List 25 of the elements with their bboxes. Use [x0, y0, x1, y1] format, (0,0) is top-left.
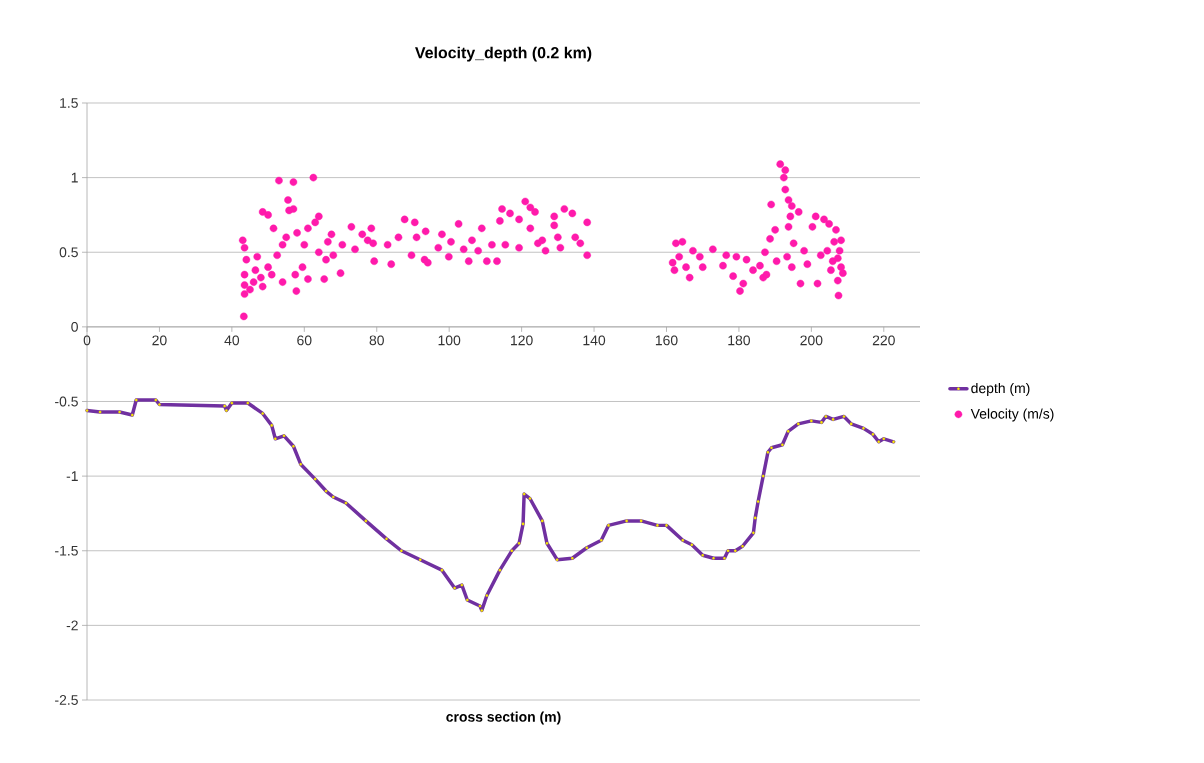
legend-label: depth (m) — [971, 382, 1030, 396]
y-tick-label: -1 — [66, 471, 78, 481]
x-tick-label: 200 — [800, 335, 823, 346]
y-tick-label: -2 — [66, 620, 78, 631]
y-tick-label: -0.5 — [55, 396, 78, 407]
x-tick-label: 0 — [83, 335, 91, 346]
y-tick-label: 0.5 — [59, 247, 78, 258]
x-axis-title: cross section (m) — [446, 711, 561, 725]
y-tick-label: 1 — [71, 172, 78, 183]
x-tick-label: 120 — [511, 335, 533, 346]
x-tick-label: 160 — [655, 335, 678, 346]
legend-label: Velocity (m/s) — [970, 408, 1054, 422]
x-tick-label: 60 — [297, 335, 312, 346]
x-tick-label: 180 — [728, 335, 751, 346]
x-tick-label: 100 — [438, 335, 461, 346]
x-tick-label: 220 — [872, 335, 895, 346]
y-tick-label: -2.5 — [55, 695, 78, 705]
chart-title: Velocity_depth (0.2 km) — [415, 46, 592, 62]
y-tick-label: 1.5 — [60, 98, 78, 108]
y-tick-label: 0 — [71, 321, 78, 332]
y-tick-label: -1.5 — [55, 545, 78, 556]
x-tick-label: 140 — [583, 335, 606, 346]
x-tick-label: 40 — [224, 335, 240, 346]
x-tick-label: 20 — [152, 335, 167, 346]
x-tick-label: 80 — [369, 335, 384, 346]
